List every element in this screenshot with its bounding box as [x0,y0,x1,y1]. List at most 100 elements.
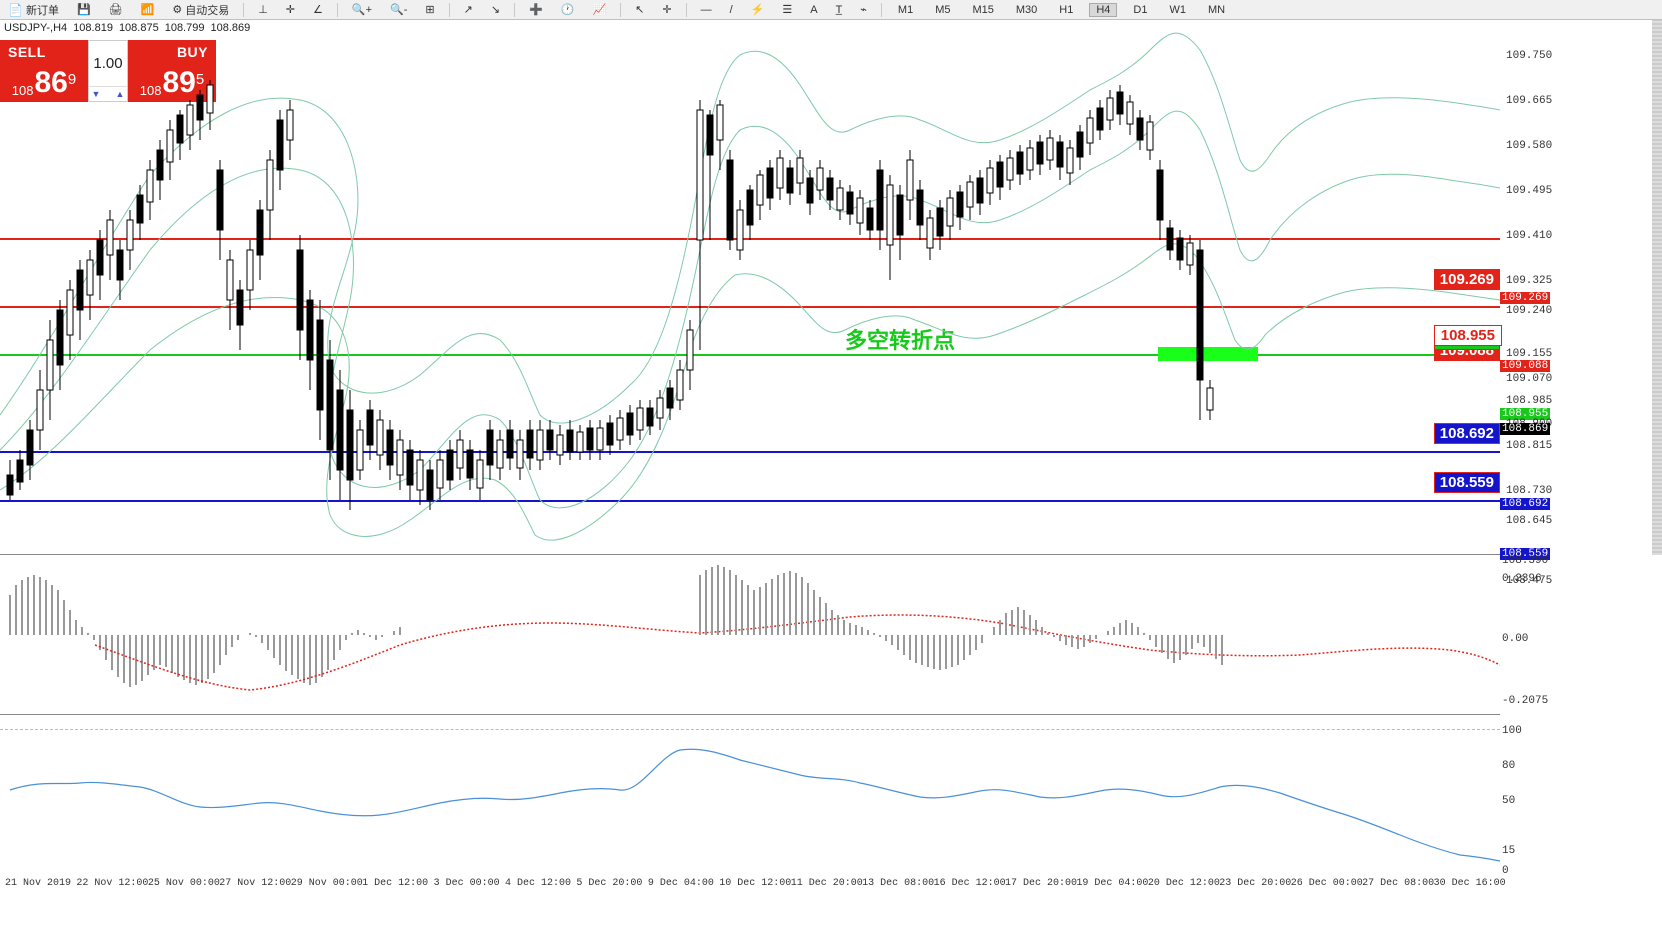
grid-view-button[interactable]: ⊞ [421,1,438,19]
cursor-icon: ↖ [635,3,644,16]
date-axis[interactable]: 21 Nov 2019 22 Nov 12:00 25 Nov 00:00 27 No… [0,878,1500,898]
candlesticks [0,20,1500,555]
macd-axis-bottom: -0.2075 [1502,695,1548,707]
price-tick-108.869: 108.869 [1500,423,1550,435]
connection-icon-button[interactable]: 📶 [137,1,159,19]
price-tick-109.155: 109.155 [1506,348,1552,360]
signal-icon: 📶 [141,3,155,16]
arrow-up-tool[interactable]: ↗ [460,1,477,19]
text-tool[interactable]: A [806,1,821,19]
date-tick-9: 9 Dec 04:00 [648,878,714,889]
date-tick-5: 1 Dec 12:00 [362,878,428,889]
zoom-out-button[interactable]: 🔍- [386,1,411,19]
date-tick-12: 13 Dec 08:00 [862,878,934,889]
timeframe-m1[interactable]: M1 [892,4,919,16]
date-tick-18: 26 Dec 00:00 [1291,878,1363,889]
main-toolbar: 📄 新订单 💾 🖨 📶 ⚙ 自动交易 ⊥ ✛ ∠ 🔍+ 🔍- ⊞ ↗ ↘ ➕ 🕐… [0,0,1662,20]
timeframe-mn[interactable]: MN [1202,4,1231,16]
hline-label-2: 108.692 [1434,423,1500,444]
macd-indicator-panel[interactable]: MACD(12,26,9) -0.1260 -0.0351 [0,555,1500,715]
date-tick-15: 19 Dec 04:00 [1076,878,1148,889]
channel-tool[interactable]: ☰ [778,1,796,19]
horizontal-line-tool[interactable]: — [697,1,716,19]
price-tick-108.985: 108.985 [1506,395,1552,407]
crosshair-tool2[interactable]: ✛ [658,1,675,19]
shape-icon: ⌁ [860,3,867,16]
rsi-line-chart [0,715,1500,875]
grid-icon: ⊞ [425,3,434,16]
timeframe-h1[interactable]: H1 [1053,4,1079,16]
print-icon: 🖨 [109,3,123,16]
crosshair-tool[interactable]: ✛ [282,1,299,19]
v-line-icon: ⊥ [258,3,268,16]
fib-tool[interactable]: ⚡ [747,1,769,19]
price-tick-109.410: 109.410 [1506,230,1552,242]
date-tick-3: 27 Nov 12:00 [219,878,291,889]
crosshair2-icon: ✛ [662,3,671,16]
candlestick-chart[interactable]: 多空转折点 [0,20,1500,555]
rsi-axis-100: 100 [1502,725,1522,737]
channel-icon: ☰ [782,3,792,16]
rsi-indicator-panel[interactable]: RSI(14) 28.8146 [0,715,1500,875]
rsi-right-axis: 100 80 50 15 0 [1500,715,1662,875]
hline-icon: — [701,4,712,16]
date-tick-8: 5 Dec 20:00 [576,878,642,889]
price-tick-109.240: 109.240 [1506,305,1552,317]
cursor-tool[interactable]: ↖ [631,1,648,19]
price-tick-108.730: 108.730 [1506,485,1552,497]
date-tick-17: 23 Dec 20:00 [1219,878,1291,889]
diagonal-line-tool[interactable]: / [726,1,737,19]
arrow-down-tool[interactable]: ↘ [487,1,504,19]
rsi-axis-80: 80 [1502,760,1515,772]
timeframe-m15[interactable]: M15 [966,4,999,16]
timeframe-m30[interactable]: M30 [1010,4,1043,16]
pivot-price-callout: 108.955 [1434,325,1502,346]
price-tick-109.269: 109.269 [1500,292,1550,304]
print-icon-button[interactable]: 🖨 [105,1,127,19]
auto-trading-button[interactable]: ⚙ 自动交易 [168,1,233,19]
date-tick-14: 17 Dec 20:00 [1005,878,1077,889]
text-icon: A [810,4,817,16]
timeframe-w1[interactable]: W1 [1163,4,1192,16]
price-tick-109.495: 109.495 [1506,185,1552,197]
date-tick-7: 4 Dec 12:00 [505,878,571,889]
date-tick-6: 3 Dec 00:00 [434,878,500,889]
text-tool2[interactable]: T̲ [832,1,847,19]
new-order-button[interactable]: 📄 新订单 [4,1,63,19]
date-tick-2: 25 Nov 00:00 [148,878,220,889]
timeframe-h4[interactable]: H4 [1089,3,1117,17]
vertical-line-tool[interactable]: ⊥ [254,1,272,19]
price-tick-108.645: 108.645 [1506,515,1552,527]
price-tick-108.815: 108.815 [1506,440,1552,452]
timeframe-d1[interactable]: D1 [1127,4,1153,16]
price-tick-109.665: 109.665 [1506,95,1552,107]
macd-right-axis: 108.390 0.2396 0.00 -0.2075 [1500,555,1662,715]
clock-icon: 🕐 [561,3,575,16]
price-tick-109.580: 109.580 [1506,140,1552,152]
price-axis[interactable]: 109.750 109.665 109.580 109.495 109.410 109.3… [1500,20,1662,555]
price-tick-108.692: 108.692 [1500,498,1550,510]
arrow-up-icon: ↗ [464,3,473,16]
expert-add-button[interactable]: ➕ [525,1,547,19]
chart-scrollbar[interactable] [1652,20,1662,555]
trend-tool[interactable]: ∠ [309,1,327,19]
save-icon-button[interactable]: 💾 [73,1,95,19]
arrow-down-icon: ↘ [491,3,500,16]
hline-label-3: 108.559 [1434,472,1500,493]
macd-axis-mid: 0.00 [1502,633,1528,645]
trend-icon: ∠ [313,3,323,16]
date-tick-1: 22 Nov 12:00 [76,878,148,889]
zoom-in-button[interactable]: 🔍+ [348,1,376,19]
folder-icon: 💾 [77,3,91,16]
timeframe-m5[interactable]: M5 [929,4,956,16]
price-tick-109.325: 109.325 [1506,275,1552,287]
chart-icon: 📈 [592,3,606,16]
shape-tool[interactable]: ⌁ [856,1,871,19]
diag-icon: / [730,4,733,16]
price-tick-109.070: 109.070 [1506,373,1552,385]
rsi-axis-50: 50 [1502,795,1515,807]
date-tick-4: 29 Nov 00:00 [291,878,363,889]
resistance-label-1: 109.269 [1434,269,1500,290]
chart-view-button[interactable]: 📈 [588,1,610,19]
clock-button[interactable]: 🕐 [557,1,579,19]
